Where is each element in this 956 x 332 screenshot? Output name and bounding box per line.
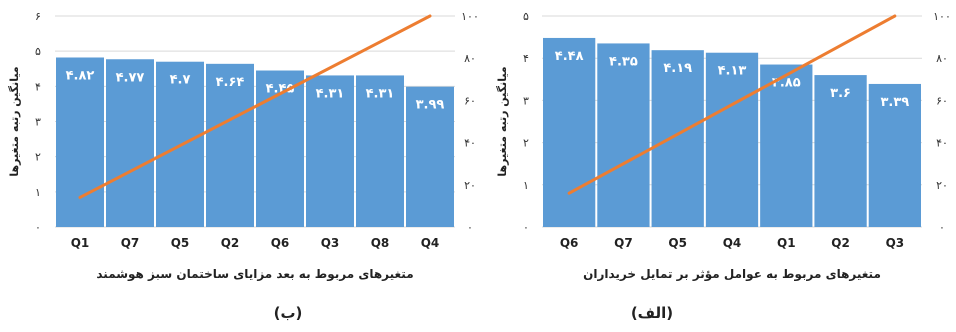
bar-q7 (597, 43, 650, 228)
y2-tick-label: ۱۰۰ (461, 10, 479, 23)
x-tick-label-q2: Q2 (831, 236, 850, 250)
y-tick-label: ۳ (523, 94, 529, 107)
x-tick-label-q6: Q6 (560, 236, 579, 250)
x-axis-label: متغیرهای مربوط به عوامل مؤثر بر تمایل خر… (583, 267, 881, 282)
x-tick-label-q8: Q8 (371, 236, 390, 250)
y-tick-label: ۵ (523, 10, 529, 23)
x-tick-label-q7: Q7 (121, 236, 140, 250)
bar-q4 (406, 86, 454, 227)
y2-tick-label: ۸۰ (464, 52, 476, 65)
x-tick-label-q5: Q5 (171, 236, 190, 250)
y-tick-label: ۵ (35, 45, 41, 58)
chart-alef: ۴.۴۸ Q6 ۴.۳۵ Q7 ۴.۱۹ Q5 ۴.۱۳ Q4 ۳.۸۵ Q1 ۳.۶ Q2 ۳.۳۹ Q… (496, 10, 951, 282)
chart-panel-alef: ۴.۴۸ Q6 ۴.۳۵ Q7 ۴.۱۹ Q5 ۴.۱۳ Q4 ۳.۸۵ Q1 ۳.۶ Q2 ۳.۳۹ Q… (490, 0, 956, 300)
data-label-q1: ۴.۸۲ (66, 68, 95, 83)
trend-line (567, 14, 897, 195)
y-tick-label: ۰ (35, 221, 41, 234)
y2-tick-label: ۴۰ (936, 137, 948, 150)
data-label-q8: ۴.۳۱ (366, 86, 395, 101)
x-tick-label-q2: Q2 (221, 236, 240, 250)
y2-tick-label: ۴۰ (464, 137, 476, 150)
y-tick-label: ۱ (523, 179, 529, 192)
y2-tick-label: ۰ (939, 221, 945, 234)
data-label-q5: ۴.۱۹ (663, 61, 692, 76)
chart-b: ۴.۸۲ Q1 ۴.۷۷ Q7 ۴.۷ Q5 ۴.۶۴ Q2 ۴.۴۵ Q6 ۴.۳۱ Q3 ۴.۳۱ Q… (8, 10, 479, 282)
y-tick-label: ۴ (35, 80, 41, 93)
panel-caption-alef: (الف) (630, 304, 674, 322)
y2-tick-label: ۶۰ (464, 94, 476, 107)
x-tick-label-q6: Q6 (271, 236, 290, 250)
x-tick-label-q7: Q7 (614, 236, 633, 250)
y-tick-label: ۴ (523, 52, 529, 65)
y2-tick-label: ۶۰ (936, 94, 948, 107)
bar-q1 (760, 64, 813, 227)
y-axis-label: میانگین رتبه متغیرها (496, 66, 509, 176)
data-label-q3: ۳.۳۹ (880, 95, 909, 110)
x-tick-label-q3: Q3 (321, 236, 340, 250)
bar-q4 (705, 52, 759, 227)
bar-q2 (814, 75, 867, 227)
x-tick-label-q4: Q4 (723, 236, 742, 250)
bar-q7 (106, 59, 154, 227)
data-label-q6: ۴.۴۵ (266, 82, 295, 97)
bar-q3 (306, 75, 354, 227)
data-label-q4: ۴.۱۳ (718, 64, 747, 79)
y-tick-label: ۰ (523, 221, 529, 234)
y2-tick-label: ۸۰ (936, 52, 948, 65)
x-tick-label-q1: Q1 (777, 236, 796, 250)
bar-q6 (256, 70, 304, 227)
y2-tick-label: ۲۰ (936, 179, 948, 192)
data-label-q2: ۴.۶۴ (216, 75, 245, 90)
y2-tick-label: ۲۰ (464, 179, 476, 192)
x-tick-label-q5: Q5 (668, 236, 687, 250)
data-label-q4: ۳.۹۹ (416, 98, 445, 113)
data-label-q5: ۴.۷ (170, 73, 191, 88)
x-tick-label-q4: Q4 (421, 236, 440, 250)
y-tick-label: ۳ (35, 116, 41, 129)
data-label-q3: ۴.۳۱ (316, 86, 345, 101)
y-tick-label: ۲ (35, 151, 41, 164)
bar-q5 (651, 50, 704, 227)
y-tick-label: ۶ (35, 10, 41, 23)
data-label-q7: ۴.۷۷ (116, 70, 145, 85)
trend-line (78, 14, 432, 199)
panel-caption-b: (ب) (273, 304, 303, 322)
y2-tick-label: ۱۰۰ (933, 10, 951, 23)
y2-tick-label: ۰ (467, 221, 473, 234)
y-tick-label: ۱ (35, 186, 41, 199)
data-label-q1: ۳.۸۵ (772, 76, 801, 91)
x-tick-label-q3: Q3 (886, 236, 905, 250)
bar-q6 (543, 37, 596, 227)
x-tick-label-q1: Q1 (71, 236, 90, 250)
data-label-q7: ۴.۳۵ (609, 54, 638, 69)
chart-panel-b: ۴.۸۲ Q1 ۴.۷۷ Q7 ۴.۷ Q5 ۴.۶۴ Q2 ۴.۴۵ Q6 ۴.۳۱ Q3 ۴.۳۱ Q… (0, 0, 490, 300)
y-axis-label: میانگین رتبه متغیرها (8, 66, 21, 176)
bar-q2 (206, 63, 254, 228)
x-axis-label: متغیرهای مربوط به بعد مزایای ساختمان سبز… (96, 267, 413, 282)
bar-q3 (868, 83, 921, 227)
y-tick-label: ۲ (523, 137, 529, 150)
data-label-q2: ۳.۶ (830, 86, 851, 101)
data-label-q6: ۴.۴۸ (555, 49, 584, 64)
bar-q8 (356, 75, 404, 227)
